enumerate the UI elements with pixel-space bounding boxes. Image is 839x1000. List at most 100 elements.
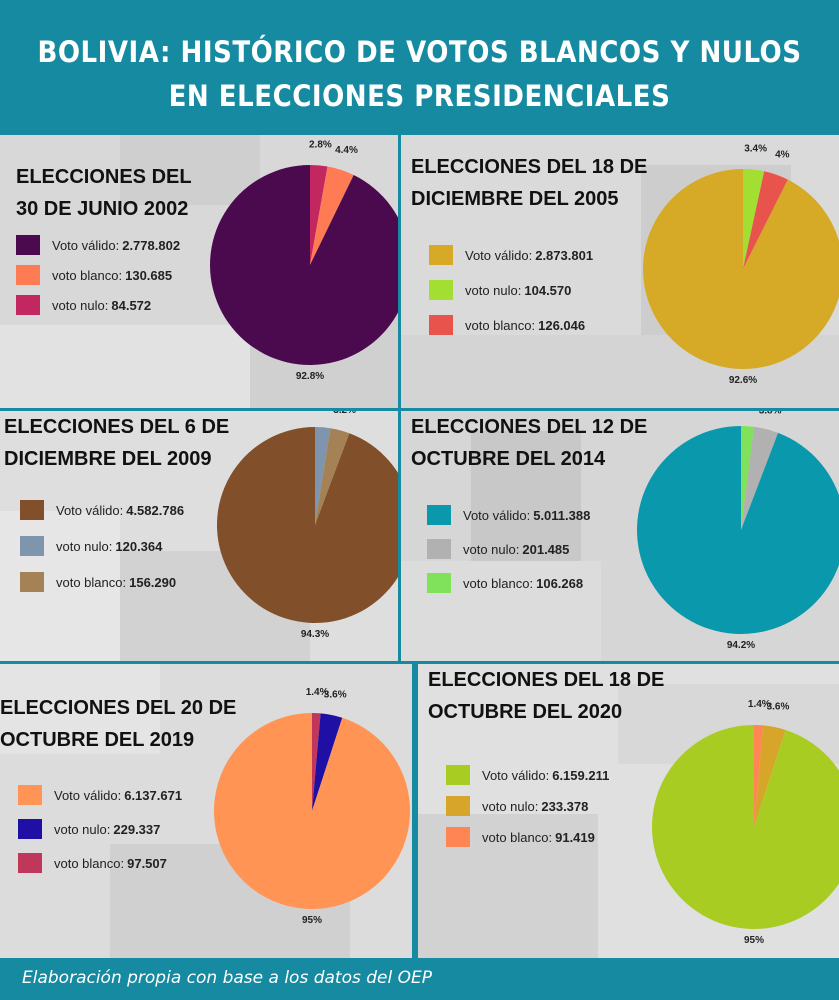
- pie-slice: [637, 426, 839, 634]
- panel-title: ELECCIONES DEL 30 DE JUNIO 2002: [16, 166, 192, 220]
- pie-slice-label: 92.8%: [296, 371, 324, 382]
- legend-item: voto nulo: 233.378: [446, 796, 588, 816]
- panel-2019: ELECCIONES DEL 20 DE OCTUBRE DEL 2019 Vo…: [0, 664, 412, 958]
- legend-value: 2.873.801: [535, 247, 594, 263]
- pie-slice: [642, 169, 839, 369]
- legend-swatch: [20, 536, 44, 556]
- pie-slice: [741, 426, 779, 530]
- legend-label: Voto válido:: [56, 502, 124, 518]
- legend-value: 126.046: [538, 317, 586, 333]
- legend-label: voto nulo:: [54, 821, 111, 837]
- legend-swatch: [446, 765, 470, 785]
- panel-title: ELECCIONES DEL 18 DE DICIEMBRE DEL 2005: [411, 156, 648, 210]
- pie-slice: [210, 165, 398, 365]
- pie-slice: [315, 427, 331, 525]
- pie-slice: [315, 428, 350, 525]
- legend-swatch: [429, 280, 453, 300]
- pie-slice-label: 3.4%: [744, 144, 767, 155]
- legend-item: Voto válido: 4.582.786: [20, 500, 184, 520]
- pie-chart: 2%3.8% 94.2%: [637, 411, 839, 651]
- legend-swatch: [429, 315, 453, 335]
- legend-label: voto nulo:: [482, 798, 539, 814]
- pie-chart: 3.4% 4% 92.6%: [642, 144, 839, 386]
- page-title: BOLIVIA: HISTÓRICO DE VOTOS BLANCOS Y NU…: [37, 35, 802, 113]
- pie-slice: [217, 427, 398, 623]
- legend-value: 97.507: [127, 855, 167, 871]
- legend-swatch: [16, 295, 40, 315]
- legend-value: 156.290: [129, 574, 177, 590]
- legend-item: voto blanco: 106.268: [427, 573, 583, 593]
- panel-2014: ELECCIONES DEL 12 DE OCTUBRE DEL 2014 Vo…: [401, 411, 839, 661]
- legend-value: 229.337: [113, 821, 161, 837]
- legend-swatch: [20, 500, 44, 520]
- pie-slice-label: 95%: [302, 915, 322, 926]
- legend-swatch: [18, 853, 42, 873]
- panel-title: ELECCIONES DEL 12 DE OCTUBRE DEL 2014: [411, 416, 648, 470]
- legend-swatch: [427, 539, 451, 559]
- legend-swatch: [427, 505, 451, 525]
- legend-item: voto blanco: 156.290: [20, 572, 176, 592]
- legend-label: voto blanco:: [463, 575, 534, 591]
- legend-value: 2.778.802: [122, 237, 181, 253]
- pie-slice: [754, 725, 786, 827]
- legend-swatch: [427, 573, 451, 593]
- legend-label: voto nulo:: [56, 538, 113, 554]
- pie-slice-label: 3.2%: [333, 411, 356, 416]
- legend-label: Voto válido:: [465, 247, 533, 263]
- pie-slice: [652, 725, 839, 929]
- pie-slice-label: 94.3%: [301, 629, 329, 640]
- legend-item: voto nulo: 84.572: [16, 295, 151, 315]
- legend-swatch: [18, 785, 42, 805]
- legend-item: voto nulo: 120.364: [20, 536, 162, 556]
- legend-label: voto blanco:: [482, 829, 553, 845]
- panel-title: ELECCIONES DEL 6 DE DICIEMBRE DEL 2009: [4, 416, 230, 470]
- legend-item: Voto válido: 2.873.801: [429, 245, 593, 265]
- pie-slice-label: 3.6%: [767, 701, 790, 712]
- legend-value: 120.364: [115, 538, 163, 554]
- pie-slice-label: 2.5%: [313, 411, 336, 412]
- legend-value: 6.159.211: [552, 767, 610, 783]
- panel-2005: ELECCIONES DEL 18 DE DICIEMBRE DEL 2005 …: [401, 135, 839, 408]
- footer: Elaboración propia con base a los datos …: [0, 958, 839, 1000]
- legend-value: 104.570: [524, 282, 572, 298]
- legend-label: voto blanco:: [54, 855, 125, 871]
- legend-label: Voto válido:: [52, 237, 120, 253]
- pie-slice-label: 94.2%: [727, 640, 755, 651]
- legend-label: Voto válido:: [482, 767, 550, 783]
- pie-slice-label: 95%: [744, 935, 764, 946]
- pie-slice-label: 2.8%: [309, 140, 332, 151]
- pie-slice-label: 4.4%: [335, 145, 358, 156]
- legend-swatch: [18, 819, 42, 839]
- pie-slice-label: 1.4%: [748, 699, 771, 710]
- legend-item: Voto válido: 2.778.802: [16, 235, 180, 255]
- legend-label: voto blanco:: [465, 317, 536, 333]
- source-note: Elaboración propia con base a los datos …: [22, 968, 432, 988]
- header-band: BOLIVIA: HISTÓRICO DE VOTOS BLANCOS Y NU…: [0, 0, 839, 135]
- pie-slice: [743, 169, 765, 269]
- pie-slice: [743, 171, 788, 269]
- pie-slice: [741, 426, 755, 530]
- pie-slice: [754, 725, 763, 827]
- legend-label: voto nulo:: [463, 541, 520, 557]
- legend-item: voto blanco: 91.419: [446, 827, 595, 847]
- panel-2009: ELECCIONES DEL 6 DE DICIEMBRE DEL 2009 V…: [0, 411, 398, 661]
- legend-swatch: [446, 796, 470, 816]
- legend-item: voto nulo: 229.337: [18, 819, 160, 839]
- pie-slice: [312, 713, 343, 811]
- legend-value: 130.685: [125, 267, 173, 283]
- panel-2002: ELECCIONES DEL 30 DE JUNIO 2002 Voto vál…: [0, 135, 398, 408]
- pie-chart: 1.4%3.6% 95%: [213, 687, 410, 926]
- legend-swatch: [16, 235, 40, 255]
- legend-item: Voto válido: 6.137.671: [18, 785, 182, 805]
- pie-slice: [310, 165, 328, 265]
- pie-chart: 2.8% 4.4% 92.8%: [210, 140, 398, 382]
- legend-value: 106.268: [536, 575, 584, 591]
- legend-value: 5.011.388: [533, 507, 591, 523]
- pie-slice-label: 1.4%: [306, 687, 329, 698]
- legend-value: 233.378: [541, 798, 589, 814]
- panel-title: ELECCIONES DEL 18 DE OCTUBRE DEL 2020: [428, 669, 665, 723]
- legend-item: voto nulo: 201.485: [427, 539, 569, 559]
- panel-title: ELECCIONES DEL 20 DE OCTUBRE DEL 2019: [0, 697, 237, 751]
- legend-item: voto blanco: 130.685: [16, 265, 172, 285]
- legend-value: 6.137.671: [124, 787, 183, 803]
